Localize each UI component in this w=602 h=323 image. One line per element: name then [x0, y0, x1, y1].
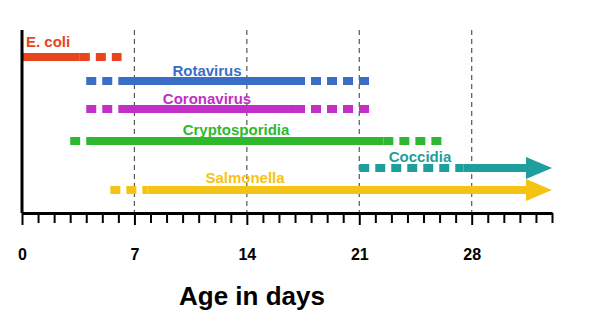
- grid-line: [134, 30, 135, 213]
- tick: 28: [463, 213, 481, 263]
- tick-label: 28: [463, 246, 481, 263]
- segment: [70, 137, 86, 145]
- tick-label: 14: [238, 246, 256, 263]
- tick-mark: [471, 213, 473, 225]
- arrow-head: [526, 179, 552, 201]
- chart: E. coli Rotavirus Coronavirus Cryptosporidi…: [0, 0, 602, 323]
- tick-mark: [359, 213, 361, 225]
- segment: [86, 105, 118, 113]
- y-axis-line: [21, 30, 24, 213]
- series-label: Cryptosporidia: [183, 121, 290, 138]
- segment: [295, 77, 370, 85]
- tick-label: 0: [18, 246, 27, 263]
- tick-mark: [246, 213, 248, 225]
- tick-mark: [22, 213, 24, 225]
- segment: [147, 186, 528, 194]
- tick: 14: [238, 213, 256, 263]
- segment: [295, 105, 370, 113]
- tick: 21: [351, 213, 369, 263]
- segment: [22, 53, 80, 61]
- series-label: E. coli: [26, 33, 70, 50]
- marks: [22, 57, 552, 201]
- grid-line: [471, 30, 472, 213]
- series-labels: E. coli Rotavirus Coronavirus Cryptosporidi…: [26, 33, 452, 186]
- segment: [80, 53, 122, 61]
- grid-line: [359, 30, 360, 213]
- segment: [86, 77, 118, 85]
- grid: [134, 30, 471, 213]
- x-axis-title: Age in days: [179, 281, 325, 311]
- arrow-head: [526, 157, 552, 179]
- segment: [86, 137, 383, 145]
- x-axis: 0 7 14 21 28: [18, 213, 552, 263]
- series-label: Coccidia: [389, 148, 452, 165]
- segment: [110, 186, 147, 194]
- tick: 0: [18, 213, 27, 263]
- tick: 7: [130, 213, 139, 263]
- series-label: Salmonella: [205, 169, 285, 186]
- tick-label: 7: [130, 246, 139, 263]
- segment: [464, 164, 528, 172]
- series-label: Rotavirus: [172, 62, 241, 79]
- tick-mark: [134, 213, 136, 225]
- series-label: Coronavirus: [163, 90, 251, 107]
- segment: [383, 137, 446, 145]
- segment: [359, 164, 463, 172]
- tick-label: 21: [351, 246, 369, 263]
